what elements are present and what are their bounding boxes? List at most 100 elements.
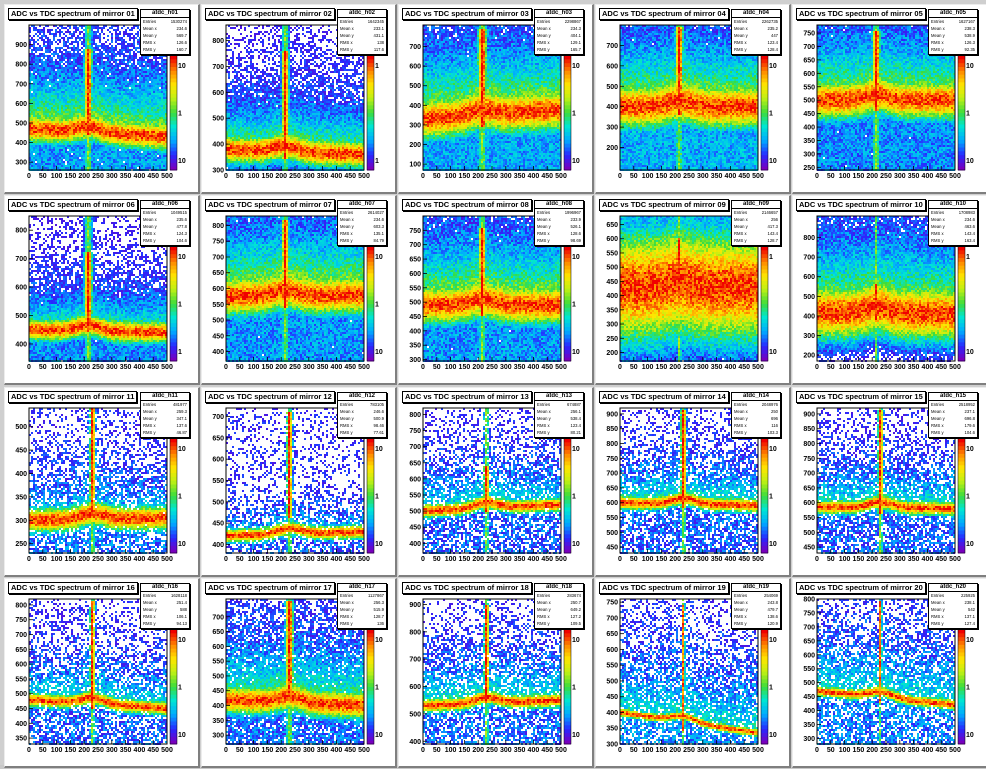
y-tick-label: 250 (606, 336, 618, 343)
y-tick-label: 350 (212, 718, 224, 725)
stats-row: Mean x 256 (732, 216, 780, 223)
stats-label: RMS x (734, 613, 747, 620)
stats-label: Mean x (734, 216, 748, 223)
stats-label: Mean x (734, 408, 748, 415)
y-tick-label: 450 (15, 448, 27, 455)
x-tick-label: 400 (528, 556, 540, 563)
stats-value: 128.7 (374, 613, 384, 620)
y-tick-label: 700 (409, 657, 421, 664)
x-tick-label: 0 (27, 173, 31, 180)
stats-row: Mean x 250 (732, 408, 780, 415)
y-tick-label: 650 (15, 647, 27, 654)
y-tick-label: 550 (606, 515, 618, 522)
x-tick-label: 400 (922, 364, 934, 371)
stats-value: 238.1 (965, 599, 975, 606)
x-tick-label: 250 (880, 173, 892, 180)
x-tick-label: 0 (224, 364, 228, 371)
stats-label: Mean x (537, 216, 551, 223)
z-color-scale (367, 438, 374, 554)
histogram-name: atdc_h05 (929, 10, 977, 18)
stats-label: RMS x (143, 613, 156, 620)
y-tick-label: 500 (212, 673, 224, 680)
stats-row: Entries 1628118 (141, 592, 189, 599)
y-tick-label: 200 (409, 142, 421, 149)
x-tick-label: 250 (880, 747, 892, 754)
stats-row: RMS y 109.5 (535, 620, 583, 627)
x-tick-label: 200 (78, 173, 90, 180)
y-tick-label: 300 (212, 733, 224, 740)
y-tick-label: 400 (212, 349, 224, 356)
stats-value: 463.6 (965, 223, 975, 230)
stats-label: RMS x (537, 230, 550, 237)
stats-label: Entries (537, 401, 550, 408)
stats-label: Entries (537, 592, 550, 599)
stats-label: Mean y (734, 606, 748, 613)
y-tick-label: 450 (803, 694, 815, 701)
stats-label: RMS x (931, 422, 944, 429)
y-tick-label: 300 (803, 736, 815, 743)
x-tick-label: 500 (949, 556, 961, 563)
x-tick-label: 0 (815, 364, 819, 371)
x-tick-label: 400 (922, 173, 934, 180)
stats-row: Mean y 696 (732, 415, 780, 422)
z-tick-label: 10 (572, 541, 580, 548)
x-tick-label: 300 (894, 173, 906, 180)
stats-row: RMS y 128.4 (732, 46, 780, 53)
z-tick-label: 10 (769, 158, 777, 165)
y-tick-label: 600 (212, 644, 224, 651)
stats-label: Mean x (537, 599, 551, 606)
histogram-pad: 0 50 100 150 200 250 300 350 400 450 500 450 500 550 6… (595, 387, 791, 577)
y-tick-label: 500 (212, 499, 224, 506)
x-tick-label: 300 (303, 364, 315, 371)
y-tick-label: 550 (606, 250, 618, 257)
stats-label: Entries (931, 401, 944, 408)
stats-label: RMS y (340, 237, 353, 244)
z-tick-label: 10 (769, 541, 777, 548)
x-tick-label: 400 (331, 556, 343, 563)
y-tick-label: 350 (803, 722, 815, 729)
y-tick-label: 850 (803, 426, 815, 433)
histogram-pad: 0 50 100 150 200 250 300 350 400 450 500 400 450 500 5… (201, 195, 397, 385)
stats-label: Entries (143, 18, 156, 25)
stats-label: RMS x (143, 39, 156, 46)
x-tick-label: 350 (908, 364, 920, 371)
y-tick-label: 350 (606, 307, 618, 314)
z-color-scale (564, 629, 571, 745)
stats-value: 251.4 (177, 599, 187, 606)
y-tick-label: 800 (409, 629, 421, 636)
histogram-pad: 0 50 100 150 200 250 300 350 400 450 500 350 400 450 5… (4, 578, 200, 768)
stats-value: 481977 (173, 401, 187, 408)
stats-row: Entries 1530274 (141, 18, 189, 25)
stats-row: Mean y 404.1 (535, 32, 583, 39)
x-tick-label: 150 (65, 556, 77, 563)
histogram-name: atdc_h14 (732, 393, 780, 401)
y-tick-label: 650 (212, 629, 224, 636)
x-tick-label: 200 (275, 364, 287, 371)
y-tick-label: 750 (606, 456, 618, 463)
y-tick-label: 900 (409, 602, 421, 609)
x-tick-label: 250 (289, 364, 301, 371)
y-tick-label: 600 (409, 476, 421, 483)
x-tick-label: 150 (262, 556, 274, 563)
y-tick-label: 900 (15, 42, 27, 49)
x-tick-label: 0 (224, 747, 228, 754)
x-tick-label: 150 (262, 747, 274, 754)
y-tick-label: 500 (15, 691, 27, 698)
histogram-title: ADC vs TDC spectrum of mirror 06 (8, 199, 138, 211)
histogram-title: ADC vs TDC spectrum of mirror 04 (599, 8, 729, 20)
stats-row: Entries 1127867 (338, 592, 386, 599)
x-tick-label: 500 (752, 747, 764, 754)
x-tick-label: 100 (51, 747, 63, 754)
y-tick-label: 900 (803, 411, 815, 418)
stats-label: RMS y (143, 620, 156, 627)
stats-value: 120.9 (768, 620, 778, 627)
y-tick-label: 500 (212, 318, 224, 325)
stats-value: 447 (771, 32, 778, 39)
y-tick-label: 700 (803, 471, 815, 478)
y-tick-label: 600 (803, 71, 815, 78)
z-tick-label: 10 (178, 637, 186, 644)
stats-row: RMS y 77.61 (338, 429, 386, 436)
stats-label: Mean x (340, 216, 354, 223)
